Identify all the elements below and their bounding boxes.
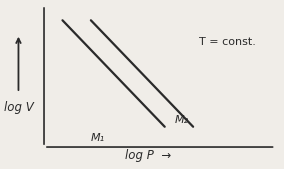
Text: log V: log V <box>4 101 33 114</box>
Text: log P  →: log P → <box>125 149 171 162</box>
Text: M₂: M₂ <box>175 115 189 125</box>
Text: M₁: M₁ <box>91 133 105 143</box>
Text: T = const.: T = const. <box>199 37 256 47</box>
